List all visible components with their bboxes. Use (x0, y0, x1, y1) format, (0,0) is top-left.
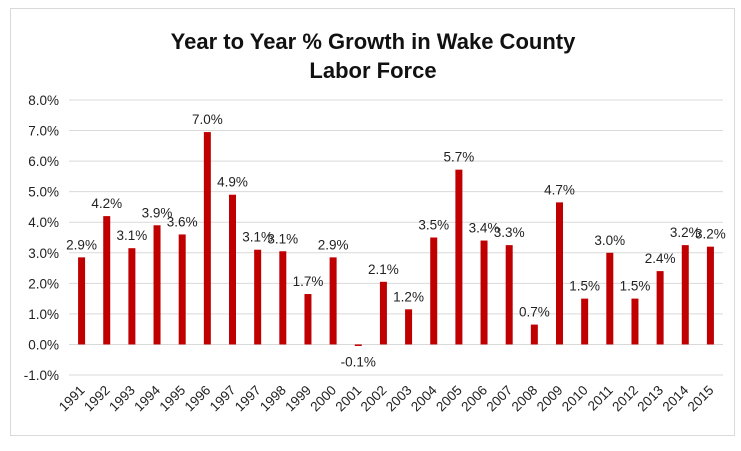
y-tick-label: 4.0% (28, 215, 59, 230)
bar (430, 237, 438, 345)
data-label: 1.7% (293, 274, 324, 289)
bar (203, 132, 211, 345)
bar (480, 240, 488, 345)
bar (304, 294, 312, 345)
data-label: 3.9% (142, 205, 173, 220)
chart-title-line-2: Labor Force (309, 58, 436, 83)
bar (153, 225, 161, 345)
bars (78, 132, 714, 346)
data-label: 4.9% (217, 175, 248, 190)
bar (329, 257, 337, 345)
data-label: 3.4% (469, 221, 500, 236)
x-tick-label: 1993 (106, 383, 138, 415)
chart-canvas: Year to Year % Growth in Wake County Lab… (24, 29, 726, 414)
x-tick-label: 2015 (685, 383, 717, 415)
bar (103, 216, 111, 345)
x-tick-label: 2011 (585, 383, 616, 414)
data-label: 0.7% (519, 305, 550, 320)
bar (455, 169, 463, 345)
data-label: -0.1% (341, 354, 376, 369)
y-tick-label: 8.0% (28, 93, 59, 108)
bar (581, 298, 589, 345)
y-tick-label: 7.0% (28, 124, 59, 139)
x-tick-label: 2010 (559, 383, 591, 415)
bar (254, 249, 262, 345)
y-tick-label: 3.0% (28, 246, 59, 261)
data-label: 3.5% (418, 218, 449, 233)
bar (279, 251, 287, 345)
bar (706, 246, 714, 345)
y-tick-label: -1.0% (24, 368, 59, 383)
data-label: 3.0% (594, 233, 625, 248)
x-tick-label: 1992 (81, 383, 113, 415)
x-tick-label: 1997 (232, 383, 264, 415)
data-label: 3.6% (167, 214, 198, 229)
x-axis-ticks: 1991199219931994199519961997199719981999… (56, 382, 717, 414)
data-label: 2.9% (66, 237, 97, 252)
chart-frame: Year to Year % Growth in Wake County Lab… (10, 8, 735, 436)
x-tick-label: 1996 (182, 383, 214, 415)
data-labels: 2.9%4.2%3.1%3.9%3.6%7.0%4.9%3.1%3.1%1.7%… (66, 112, 726, 369)
y-tick-label: 1.0% (28, 307, 59, 322)
bar (656, 271, 664, 345)
bar (405, 309, 413, 345)
bar (78, 257, 86, 345)
bar (505, 245, 513, 345)
x-tick-label: 2013 (634, 383, 666, 415)
bar (128, 248, 136, 345)
x-tick-label: 2005 (433, 383, 465, 415)
y-axis-ticks: -1.0% 0.0% 1.0% 2.0% 3.0% 4.0% 5.0% 6.0% 7.0% 8.0… (24, 93, 59, 383)
x-tick-label: 2008 (509, 383, 541, 415)
data-label: 3.1% (267, 231, 298, 246)
x-tick-label: 2007 (483, 383, 515, 415)
data-label: 2.4% (645, 251, 676, 266)
x-tick-label: 1995 (156, 383, 188, 415)
bar (354, 344, 362, 346)
data-label: 1.5% (569, 279, 600, 294)
data-label: 3.2% (695, 227, 726, 242)
x-tick-label: 1998 (257, 383, 289, 415)
y-tick-label: 0.0% (28, 337, 59, 352)
chart-title-line-1: Year to Year % Growth in Wake County (171, 29, 576, 54)
bar (229, 194, 236, 345)
data-label: 5.7% (443, 150, 474, 165)
data-label: 2.9% (318, 237, 349, 252)
x-tick-label: 1997 (207, 383, 239, 415)
data-label: 3.1% (242, 230, 273, 245)
y-tick-label: 2.0% (28, 276, 59, 291)
x-tick-label: 2014 (660, 382, 692, 414)
x-tick-label: 2000 (307, 383, 339, 415)
y-tick-label: 6.0% (28, 154, 59, 169)
x-tick-label: 2003 (383, 383, 415, 415)
bar (556, 202, 563, 345)
data-label: 3.3% (494, 225, 525, 240)
bar (606, 252, 614, 345)
data-label: 3.2% (670, 225, 701, 240)
data-label: 3.1% (116, 228, 147, 243)
x-tick-label: 1999 (282, 383, 314, 415)
gridlines (69, 99, 723, 376)
data-label: 2.1% (368, 262, 399, 277)
data-label: 1.2% (393, 289, 424, 304)
x-tick-label: 1994 (131, 382, 163, 414)
x-tick-label: 2009 (534, 383, 566, 415)
bar (178, 234, 186, 345)
bar (631, 298, 639, 345)
x-tick-label: 2001 (333, 383, 365, 415)
bar (681, 245, 689, 345)
data-label: 1.5% (620, 279, 651, 294)
x-tick-label: 1991 (56, 383, 88, 415)
x-tick-label: 2002 (358, 383, 390, 415)
x-tick-label: 2012 (609, 383, 641, 415)
data-label: 7.0% (192, 112, 223, 127)
bar (379, 281, 387, 345)
data-label: 4.7% (544, 182, 575, 197)
bar (530, 324, 538, 345)
data-label: 4.2% (91, 196, 122, 211)
x-tick-label: 2006 (458, 383, 490, 415)
y-tick-label: 5.0% (28, 185, 59, 200)
x-tick-label: 2004 (408, 382, 440, 414)
